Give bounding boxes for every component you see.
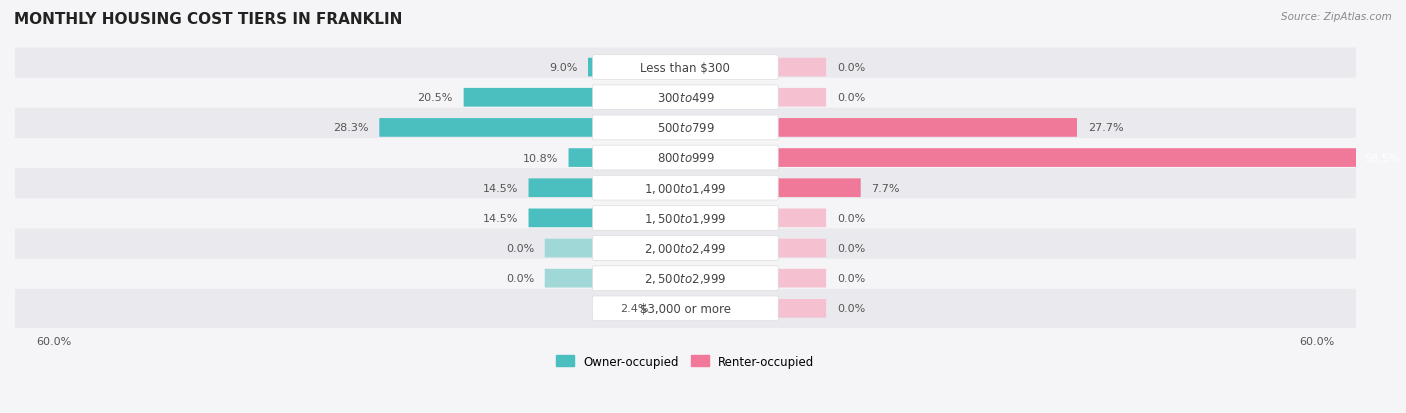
Legend: Owner-occupied, Renter-occupied: Owner-occupied, Renter-occupied	[551, 350, 820, 373]
FancyBboxPatch shape	[593, 116, 778, 140]
Text: 58.5%: 58.5%	[1364, 153, 1399, 163]
FancyBboxPatch shape	[593, 266, 778, 291]
Text: 28.3%: 28.3%	[333, 123, 368, 133]
FancyBboxPatch shape	[14, 199, 1357, 238]
Text: 10.8%: 10.8%	[523, 153, 558, 163]
Text: $300 to $499: $300 to $499	[657, 92, 714, 104]
Text: $500 to $799: $500 to $799	[657, 121, 714, 135]
FancyBboxPatch shape	[778, 209, 827, 228]
FancyBboxPatch shape	[778, 149, 1406, 168]
FancyBboxPatch shape	[14, 289, 1357, 328]
Text: 14.5%: 14.5%	[482, 214, 517, 223]
Text: Source: ZipAtlas.com: Source: ZipAtlas.com	[1281, 12, 1392, 22]
FancyBboxPatch shape	[568, 149, 686, 168]
Text: 0.0%: 0.0%	[837, 214, 865, 223]
Text: 2.4%: 2.4%	[620, 304, 648, 313]
FancyBboxPatch shape	[14, 48, 1357, 88]
Text: $1,000 to $1,499: $1,000 to $1,499	[644, 181, 727, 195]
Text: 20.5%: 20.5%	[418, 93, 453, 103]
FancyBboxPatch shape	[529, 209, 686, 228]
Text: $3,000 or more: $3,000 or more	[640, 302, 731, 315]
FancyBboxPatch shape	[588, 59, 686, 77]
FancyBboxPatch shape	[14, 169, 1357, 208]
FancyBboxPatch shape	[529, 179, 686, 197]
FancyBboxPatch shape	[544, 269, 593, 288]
FancyBboxPatch shape	[544, 239, 593, 258]
Text: 0.0%: 0.0%	[506, 273, 534, 283]
Text: MONTHLY HOUSING COST TIERS IN FRANKLIN: MONTHLY HOUSING COST TIERS IN FRANKLIN	[14, 12, 402, 27]
FancyBboxPatch shape	[593, 176, 778, 201]
FancyBboxPatch shape	[14, 78, 1357, 118]
FancyBboxPatch shape	[380, 119, 686, 138]
FancyBboxPatch shape	[778, 89, 827, 107]
Text: $1,500 to $1,999: $1,500 to $1,999	[644, 211, 727, 225]
Text: 0.0%: 0.0%	[837, 63, 865, 73]
FancyBboxPatch shape	[593, 85, 778, 110]
Text: Less than $300: Less than $300	[641, 62, 730, 74]
FancyBboxPatch shape	[593, 236, 778, 261]
Text: $800 to $999: $800 to $999	[657, 152, 714, 165]
Text: 0.0%: 0.0%	[837, 273, 865, 283]
FancyBboxPatch shape	[778, 59, 827, 77]
Text: 60.0%: 60.0%	[37, 337, 72, 347]
Text: 0.0%: 0.0%	[837, 93, 865, 103]
Text: 0.0%: 0.0%	[837, 243, 865, 254]
Text: 14.5%: 14.5%	[482, 183, 517, 193]
FancyBboxPatch shape	[14, 229, 1357, 268]
FancyBboxPatch shape	[778, 179, 860, 197]
FancyBboxPatch shape	[593, 56, 778, 80]
FancyBboxPatch shape	[593, 206, 778, 231]
FancyBboxPatch shape	[593, 296, 778, 321]
Text: 60.0%: 60.0%	[1299, 337, 1334, 347]
Text: 7.7%: 7.7%	[872, 183, 900, 193]
FancyBboxPatch shape	[464, 89, 686, 107]
Text: 0.0%: 0.0%	[506, 243, 534, 254]
FancyBboxPatch shape	[778, 269, 827, 288]
FancyBboxPatch shape	[778, 119, 1077, 138]
FancyBboxPatch shape	[14, 139, 1357, 178]
Text: $2,500 to $2,999: $2,500 to $2,999	[644, 271, 727, 285]
FancyBboxPatch shape	[593, 146, 778, 171]
FancyBboxPatch shape	[778, 239, 827, 258]
Text: 0.0%: 0.0%	[837, 304, 865, 313]
Text: 9.0%: 9.0%	[548, 63, 578, 73]
FancyBboxPatch shape	[659, 299, 686, 318]
Text: $2,000 to $2,499: $2,000 to $2,499	[644, 242, 727, 255]
Text: 27.7%: 27.7%	[1088, 123, 1123, 133]
FancyBboxPatch shape	[778, 299, 827, 318]
FancyBboxPatch shape	[14, 259, 1357, 298]
FancyBboxPatch shape	[14, 109, 1357, 148]
